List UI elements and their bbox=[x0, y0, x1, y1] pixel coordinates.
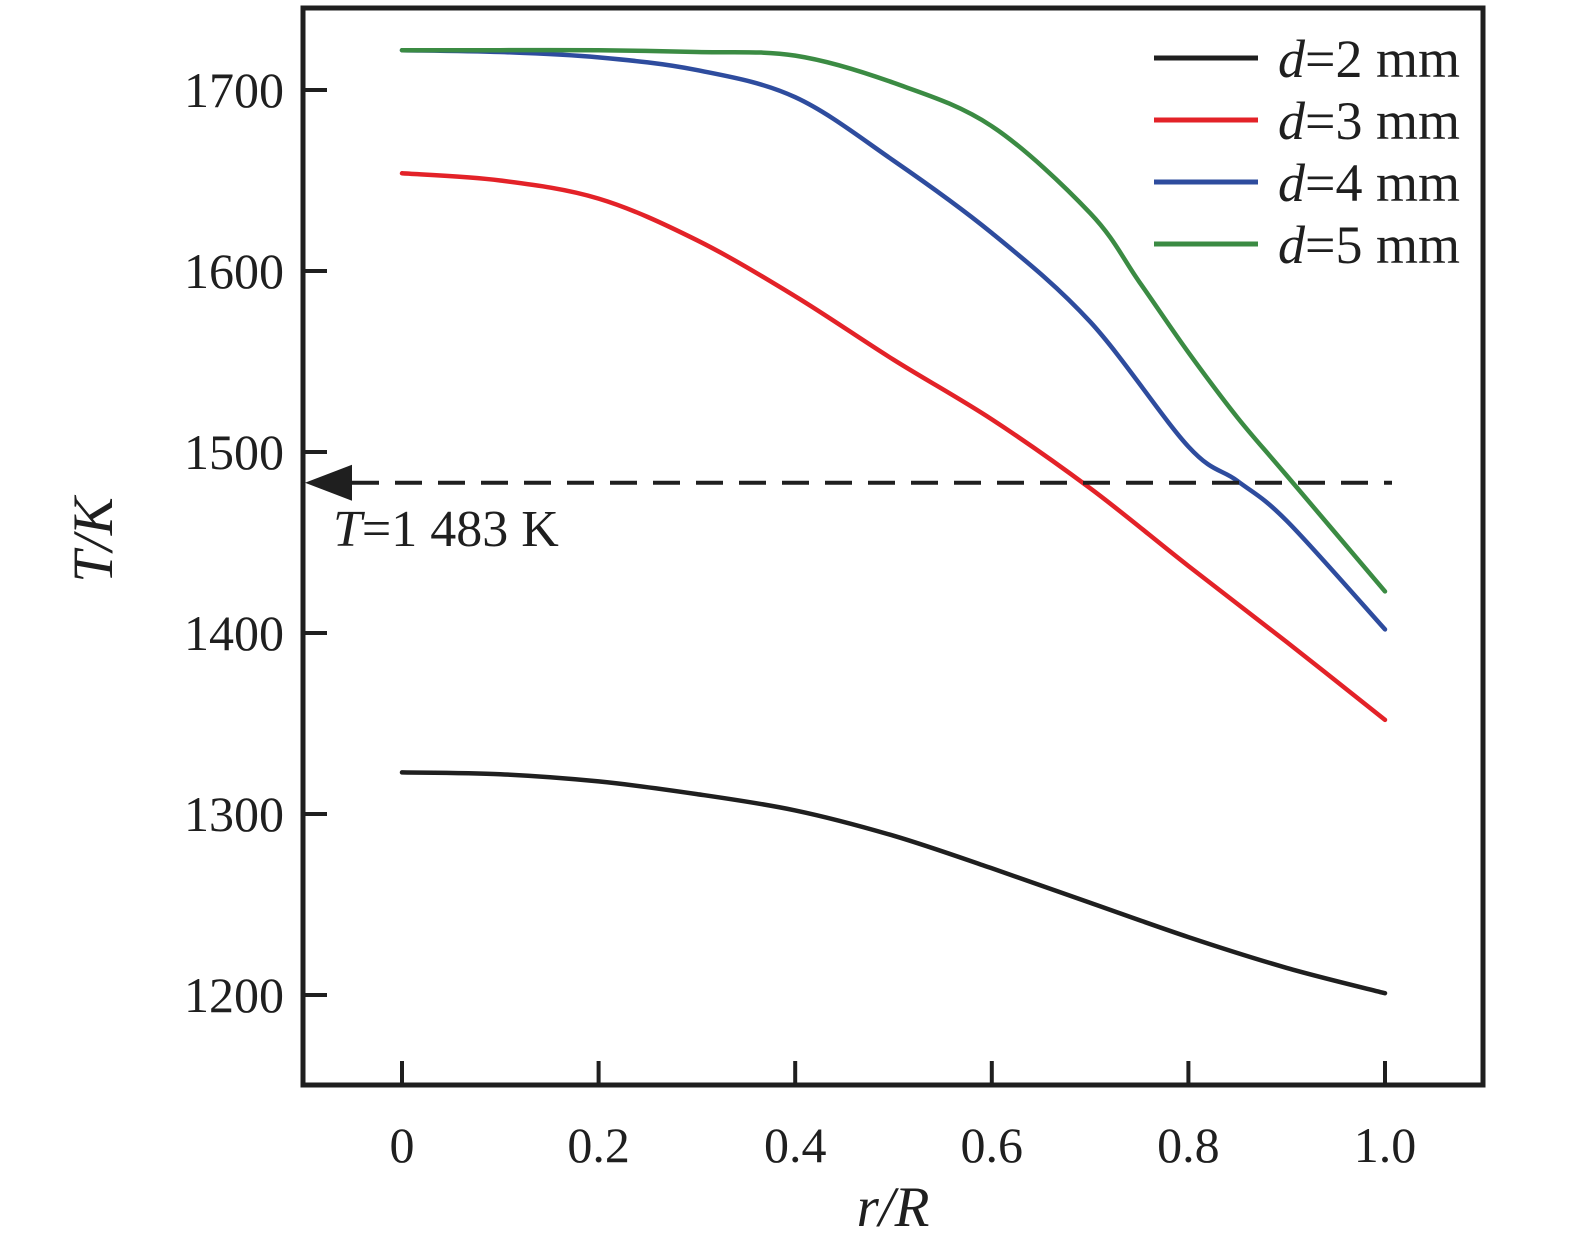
x-axis-label: r/R bbox=[857, 1176, 930, 1237]
threshold-arrow-icon bbox=[305, 464, 352, 501]
x-axis-tick-label: 1.0 bbox=[1354, 1117, 1417, 1173]
series-line-d-5-mm bbox=[399, 47, 1388, 594]
legend-item: d=5 mm bbox=[1154, 215, 1460, 275]
y-axis-tick-label: 1700 bbox=[184, 62, 284, 118]
legend-item: d=2 mm bbox=[1154, 29, 1460, 89]
x-axis-tick-label: 0.4 bbox=[764, 1117, 827, 1173]
x-axis-tick-label: 0 bbox=[390, 1117, 415, 1173]
legend-item: d=4 mm bbox=[1154, 153, 1460, 213]
y-axis-tick-label: 1600 bbox=[184, 243, 284, 299]
legend-item: d=3 mm bbox=[1154, 91, 1460, 151]
legend-label: d=5 mm bbox=[1278, 215, 1460, 275]
x-axis-tick-label: 0.6 bbox=[961, 1117, 1024, 1173]
plot-border bbox=[300, 5, 1486, 1088]
y-axis-tick-label: 1400 bbox=[184, 605, 284, 661]
series-curves bbox=[399, 47, 1388, 996]
threshold-annotation: T=1 483 K bbox=[333, 501, 559, 558]
legend-label: d=4 mm bbox=[1278, 153, 1460, 213]
series-line-d-2-mm bbox=[399, 770, 1388, 996]
threshold-annotation-group: T=1 483 K bbox=[305, 464, 1392, 558]
legend-label: d=2 mm bbox=[1278, 29, 1460, 89]
series-line-d-4-mm bbox=[399, 47, 1388, 632]
x-axis-tick-label: 0.8 bbox=[1157, 1117, 1220, 1173]
y-axis-label: T/K bbox=[62, 494, 125, 583]
legend: d=2 mmd=3 mmd=4 mmd=5 mm bbox=[1154, 29, 1460, 275]
plot-area: 1700 1600 1500 1400 1300 1200 0 0.2 0.4 0.6 0.8 1.0 bbox=[184, 5, 1486, 1173]
series-line-d-3-mm bbox=[399, 171, 1388, 723]
y-axis-tick-label: 1500 bbox=[184, 424, 284, 480]
y-axis-tick-label: 1200 bbox=[184, 967, 284, 1023]
x-axis-tick-label: 0.2 bbox=[567, 1117, 630, 1173]
legend-label: d=3 mm bbox=[1278, 91, 1460, 151]
y-axis-tick-label: 1300 bbox=[184, 786, 284, 842]
